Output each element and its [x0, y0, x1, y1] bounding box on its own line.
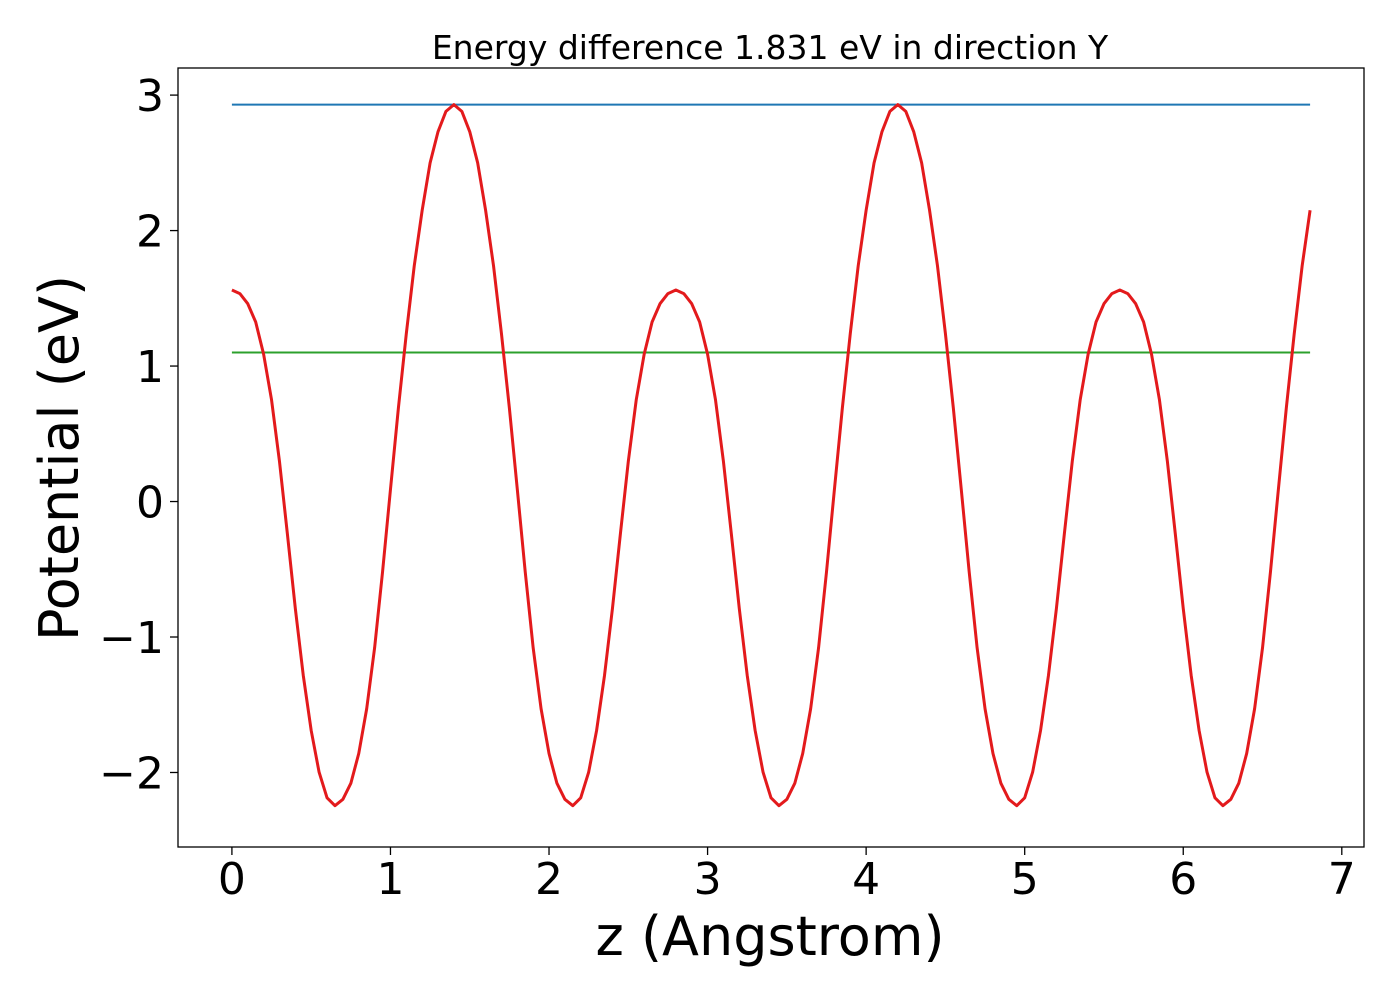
series-layer — [231, 103, 1312, 808]
x-tick-label: 2 — [535, 854, 563, 905]
plot-area-frame — [177, 67, 1365, 848]
x-axis-label: z (Angstrom) — [595, 905, 944, 968]
y-axis-label: Potential (eV) — [28, 275, 91, 641]
x-tick-label: 7 — [1328, 854, 1356, 905]
series-line-2 — [231, 103, 1312, 808]
x-tick-label: 0 — [218, 854, 246, 905]
ticks-layer: 0 1 2 3 4 5 6 7 −2 −1 0 1 2 3 — [99, 71, 1356, 905]
y-tick-label: 1 — [136, 342, 164, 393]
x-tick-label: 3 — [694, 854, 722, 905]
y-tick-label: −1 — [99, 613, 164, 664]
y-tick-label: 0 — [136, 478, 164, 529]
y-tick-label: 2 — [136, 207, 164, 258]
chart-title: Energy difference 1.831 eV in direction … — [432, 28, 1109, 67]
x-tick-label: 5 — [1011, 854, 1039, 905]
y-tick-label: −2 — [99, 748, 164, 799]
x-tick-label: 1 — [376, 854, 404, 905]
y-tick-label: 3 — [136, 71, 164, 122]
x-tick-label: 4 — [852, 854, 880, 905]
x-tick-label: 6 — [1169, 854, 1197, 905]
